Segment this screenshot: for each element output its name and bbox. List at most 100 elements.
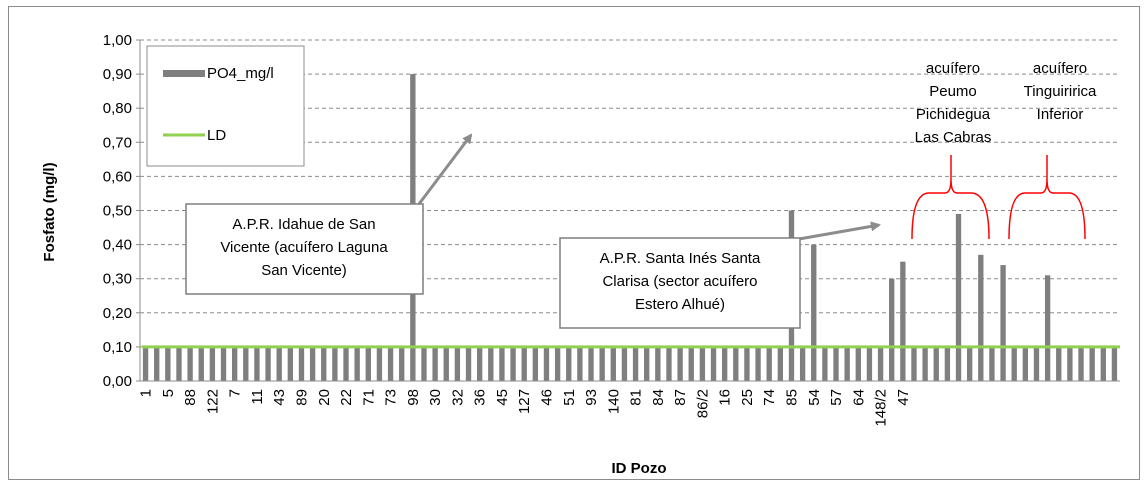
y-axis: 0,00 0,10 0,20 0,30 0,40 0,50 0,60 0,70 0,80 0,90… <box>103 32 141 390</box>
bar <box>733 346 739 381</box>
x-tick-label: 5 <box>160 389 177 397</box>
bar <box>933 346 939 381</box>
bar <box>1011 346 1017 381</box>
x-tick-label: 7 <box>227 389 244 397</box>
annotation-idahue: A.P.R. Idahue de San Vicente (acuífero L… <box>185 203 424 295</box>
bar <box>376 346 383 381</box>
bar <box>632 346 639 381</box>
bar <box>165 346 171 381</box>
x-tick-label: 71 <box>360 389 377 406</box>
bar <box>510 346 516 381</box>
annotation-santa-ines-line-1: A.P.R. Santa Inés Santa <box>600 250 761 267</box>
bar <box>644 346 650 381</box>
annotation-box-santa-ines <box>559 237 801 329</box>
bar <box>866 346 873 381</box>
bar <box>944 346 951 381</box>
x-tick-label: 45 <box>494 389 511 406</box>
bar-chart: 0,00 0,10 0,20 0,30 0,40 0,50 0,60 0,70 0,80 0,90… <box>41 32 1120 477</box>
bar <box>955 213 962 381</box>
bar <box>822 346 828 381</box>
bar <box>399 346 405 381</box>
bar <box>465 346 472 381</box>
x-tick-label: 85 <box>783 389 800 406</box>
y-tick-label: 0,60 <box>103 168 132 185</box>
bar <box>766 346 772 381</box>
bar <box>543 346 550 381</box>
bar <box>176 346 182 381</box>
x-tick-label: 30 <box>427 389 444 406</box>
x-tick-label: 87 <box>672 389 689 406</box>
bar <box>666 346 672 381</box>
bar <box>577 346 583 381</box>
x-axis: 1 5 88 122 7 11 43 89 20 22 71 73 98 30 32 36 45 127 46 51 9… <box>138 380 1120 427</box>
bar <box>532 346 539 381</box>
x-tick-label: 22 <box>338 389 355 406</box>
y-tick-label: 0,70 <box>103 134 132 151</box>
x-tick-label: 93 <box>583 389 600 406</box>
bar <box>989 346 995 381</box>
legend-swatch-po4 <box>163 70 205 77</box>
bar <box>187 346 193 381</box>
annotation-arrow-santa-ines <box>798 221 881 241</box>
bar <box>677 346 683 381</box>
bar <box>421 346 427 381</box>
x-tick-label: 89 <box>293 389 310 406</box>
y-tick-label: 1,00 <box>103 32 132 49</box>
x-tick-label: 98 <box>405 389 422 406</box>
bar <box>309 346 316 381</box>
annotation-peumo-line-1: acuífero <box>926 60 980 77</box>
annotation-tinguiririca-line-3: Inferior <box>1037 106 1084 123</box>
x-tick-label: 36 <box>472 389 489 406</box>
bar <box>231 346 238 381</box>
annotation-idahue-line-2: Vicente (acuífero Laguna <box>220 239 388 256</box>
bar <box>142 346 149 381</box>
x-tick-label: 73 <box>383 389 400 406</box>
chart-frame: 0,00 0,10 0,20 0,30 0,40 0,50 0,60 0,70 0,80 0,90… <box>8 6 1140 480</box>
x-axis-title: ID Pozo <box>612 460 667 477</box>
bar <box>721 346 728 381</box>
x-tick-label: 20 <box>316 389 333 406</box>
bar <box>354 346 360 381</box>
y-tick-label: 0,10 <box>103 339 132 356</box>
x-tick-label: 47 <box>895 389 912 406</box>
annotation-tinguiririca: acuífero Tinguiririca Inferior <box>1008 60 1097 240</box>
annotation-tinguiririca-line-1: acuífero <box>1033 60 1087 77</box>
bar <box>488 346 494 381</box>
bar <box>287 346 294 381</box>
x-tick-label: 51 <box>561 389 578 406</box>
bar <box>710 346 717 381</box>
bar <box>966 346 973 381</box>
bar <box>855 346 861 381</box>
bar <box>365 346 371 381</box>
x-tick-label: 1 <box>138 389 155 397</box>
bar <box>1000 265 1006 381</box>
annotation-santa-ines-line-3: Estero Alhué) <box>635 296 725 313</box>
x-tick-label: 46 <box>538 389 555 406</box>
bar <box>1033 346 1040 381</box>
y-tick-label: 0,00 <box>103 373 132 390</box>
bar <box>811 244 817 381</box>
bar <box>332 346 338 381</box>
x-tick-label: 25 <box>739 389 756 406</box>
x-tick-label: 74 <box>761 389 778 406</box>
bar <box>1067 346 1073 381</box>
bar <box>276 346 282 381</box>
bar <box>476 346 483 381</box>
x-tick-label: 64 <box>850 389 867 406</box>
bar <box>588 346 594 381</box>
x-tick-label: 32 <box>449 389 466 406</box>
bar <box>911 346 917 381</box>
y-tick-label: 0,30 <box>103 271 132 288</box>
bar <box>566 346 572 381</box>
bar <box>978 254 984 381</box>
bar <box>220 346 227 381</box>
bar <box>521 346 527 381</box>
bar <box>443 346 449 381</box>
annotation-arrow-idahue <box>417 133 473 205</box>
brace-tinguiririca <box>1008 155 1086 240</box>
x-tick-label: 88 <box>182 389 199 406</box>
y-tick-label: 0,90 <box>103 66 132 83</box>
annotation-peumo-line-3: Pichidegua <box>916 106 991 123</box>
x-tick-label: 122 <box>204 389 221 414</box>
bar <box>254 346 260 381</box>
